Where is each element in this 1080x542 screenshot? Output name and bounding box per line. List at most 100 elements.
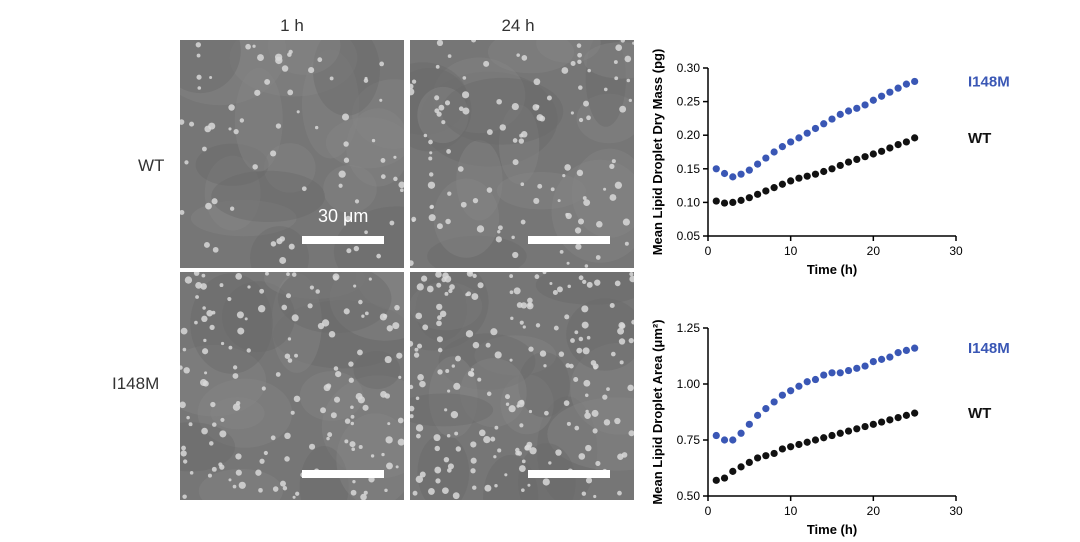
data-point-i148m <box>737 429 745 437</box>
data-point-i148m <box>770 148 778 156</box>
data-point-i148m <box>787 138 795 146</box>
data-point-wt <box>902 138 910 146</box>
data-point-wt <box>836 429 844 437</box>
micrograph-wt-24h <box>410 40 634 268</box>
y-axis-label: Mean Lipid Droplet Area (μm²) <box>650 319 665 504</box>
dry-mass-chart: 0.05 0.10 0.15 0.20 0.25 0.30 0 10 20 30 Time (h) M… <box>650 49 1010 277</box>
series-label-wt: WT <box>968 130 991 147</box>
data-point-wt <box>770 184 778 192</box>
y-tick-label: 0.30 <box>677 61 701 75</box>
data-point-i148m <box>795 382 803 390</box>
data-point-i148m <box>844 366 853 375</box>
y-tick-label: 0.75 <box>677 433 701 447</box>
data-point-wt <box>745 194 753 202</box>
data-point-i148m <box>745 166 753 174</box>
data-point-i148m <box>803 129 811 137</box>
y-tick-label: 1.25 <box>677 321 701 335</box>
series-label-i148m: I148M <box>968 340 1010 357</box>
data-point-wt <box>861 422 869 431</box>
data-point-i148m <box>853 104 861 112</box>
data-point-i148m <box>778 391 786 399</box>
data-point-wt <box>844 158 853 166</box>
data-point-wt <box>803 438 811 446</box>
x-tick-label: 0 <box>705 504 712 518</box>
x-tick-label: 20 <box>867 244 881 258</box>
data-point-i148m <box>712 431 720 440</box>
data-point-i148m <box>911 77 919 86</box>
data-point-i148m <box>720 169 729 178</box>
x-tick-label: 30 <box>949 244 963 258</box>
data-point-wt <box>820 167 828 176</box>
micrograph-i148m-24h <box>410 272 634 500</box>
data-point-wt <box>737 463 745 471</box>
y-tick-label: 0.25 <box>677 95 701 109</box>
data-point-i148m <box>886 353 894 361</box>
data-point-i148m <box>820 120 828 128</box>
data-point-i148m <box>836 110 844 118</box>
data-point-wt <box>911 409 919 417</box>
data-point-wt <box>869 150 877 158</box>
data-point-wt <box>803 172 811 180</box>
x-tick-label: 0 <box>705 244 712 258</box>
data-point-wt <box>720 474 729 482</box>
data-point-i148m <box>836 369 844 377</box>
data-point-i148m <box>886 88 894 96</box>
data-point-i148m <box>911 344 919 352</box>
data-point-i148m <box>869 96 877 104</box>
data-point-wt <box>720 199 729 207</box>
x-tick-label: 10 <box>784 244 798 258</box>
data-point-wt <box>737 196 745 204</box>
scale-bar <box>302 236 384 244</box>
data-point-i148m <box>894 84 902 92</box>
scale-bar <box>528 236 610 244</box>
data-point-wt <box>795 174 803 182</box>
data-point-i148m <box>754 160 762 168</box>
scale-bar-label: 30 μm <box>318 206 369 226</box>
data-point-wt <box>886 144 894 152</box>
data-point-i148m <box>820 371 828 379</box>
scale-bar <box>302 470 384 478</box>
data-point-wt <box>778 180 786 188</box>
data-point-wt <box>778 445 786 453</box>
data-point-i148m <box>745 420 753 428</box>
x-axis-label: Time (h) <box>807 262 857 277</box>
data-point-wt <box>754 454 762 462</box>
data-point-i148m <box>861 362 869 370</box>
data-point-i148m <box>853 364 861 372</box>
area-chart: 0.50 0.75 1.00 1.25 0 10 20 30 Time (h) Mean Lipi… <box>650 319 1010 537</box>
data-point-i148m <box>754 411 762 419</box>
x-tick-label: 30 <box>949 504 963 518</box>
data-point-wt <box>828 165 836 173</box>
y-tick-label: 0.10 <box>677 195 701 209</box>
row-label-wt: WT <box>138 156 165 175</box>
column-label-1h: 1 h <box>280 16 304 35</box>
data-point-wt <box>820 434 828 442</box>
data-point-wt <box>729 467 737 475</box>
data-point-wt <box>911 134 919 142</box>
data-point-i148m <box>720 436 729 444</box>
data-point-wt <box>811 170 820 178</box>
data-point-i148m <box>795 134 803 142</box>
y-axis-label: Mean Lipid Droplet Dry Mass (pg) <box>650 49 665 256</box>
x-tick-label: 20 <box>867 504 881 518</box>
series-label-wt: WT <box>968 405 991 422</box>
data-point-i148m <box>828 369 836 377</box>
data-point-i148m <box>778 143 786 151</box>
data-point-wt <box>878 418 886 426</box>
data-point-wt <box>787 443 795 451</box>
data-point-wt <box>902 411 910 419</box>
data-point-wt <box>787 177 795 185</box>
data-point-i148m <box>737 170 745 178</box>
y-tick-label: 0.50 <box>677 489 701 503</box>
y-tick-label: 1.00 <box>677 377 701 391</box>
y-tick-label: 0.20 <box>677 128 701 142</box>
data-point-i148m <box>762 154 770 162</box>
scale-bar <box>528 470 610 478</box>
x-tick-label: 10 <box>784 504 798 518</box>
data-point-i148m <box>878 92 886 100</box>
data-point-wt <box>869 420 877 428</box>
column-label-24h: 24 h <box>501 16 535 35</box>
data-point-i148m <box>787 387 795 395</box>
data-point-i148m <box>729 173 737 181</box>
data-point-wt <box>878 147 886 155</box>
